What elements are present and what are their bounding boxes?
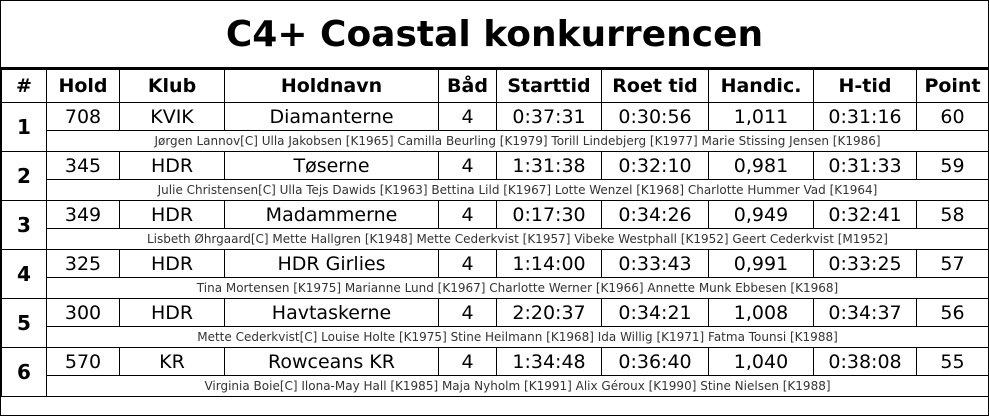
result-cell: 57 [916,249,989,278]
result-cell: 0:30:56 [601,102,709,131]
result-row: 6 570 KR Rowceans KR 4 1:34:48 0:36:40 1,040 0:3… [1,347,989,397]
result-cell: 325 [46,249,120,278]
crew-row: Jørgen Lannov[C] Ulla Jakobsen [K1965] C… [2,130,989,152]
result-cell: Havtaskerne [224,298,439,327]
result-cell: 4 [438,102,497,131]
result-cell: HDR Girlies [224,249,439,278]
result-cell: 0,981 [708,151,814,180]
result-cell: HDR [119,298,225,327]
result-cell: 0:17:30 [496,200,602,229]
crew-cell: Tina Mortensen [K1975] Marianne Lund [K1… [46,277,989,299]
result-cell: Tøserne [224,151,439,180]
result-cell: 0:32:41 [813,200,917,229]
crew-cell: Jørgen Lannov[C] Ulla Jakobsen [K1965] C… [46,130,989,152]
result-cell: HDR [119,249,225,278]
rank-cell: 2 [1,151,47,201]
result-cell: 1:14:00 [496,249,602,278]
result-cell: 0,949 [708,200,814,229]
result-cell: 345 [46,151,120,180]
crew-cell: Virginia Boie[C] Ilona-May Hall [K1985] … [46,375,989,397]
column-header: Båd [438,69,497,103]
column-header: Starttid [496,69,602,103]
result-cell: 1,011 [708,102,814,131]
result-cell: HDR [119,151,225,180]
result-cell: 56 [916,298,989,327]
result-cell: 1,040 [708,347,814,376]
column-header: Klub [119,69,225,103]
result-cell: KR [119,347,225,376]
column-header: Handic. [708,69,814,103]
result-cell: 0:34:21 [601,298,709,327]
crew-row: Mette Cederkvist[C] Louise Holte [K1975]… [2,326,989,348]
result-cell: 708 [46,102,120,131]
result-cell: 0:32:10 [601,151,709,180]
result-cell: 0:36:40 [601,347,709,376]
rank-cell: 6 [1,347,47,397]
rank-cell: 4 [1,249,47,299]
crew-row: Lisbeth Øhrgaard[C] Mette Hallgren [K194… [2,228,989,250]
result-cell: 0:33:43 [601,249,709,278]
result-row: 3 349 HDR Madammerne 4 0:17:30 0:34:26 0,949 0:3… [1,200,989,250]
column-header: # [1,69,47,103]
result-cell: HDR [119,200,225,229]
result-row: 5 300 HDR Havtaskerne 4 2:20:37 0:34:21 1,008 0:… [1,298,989,348]
result-cell: 59 [916,151,989,180]
result-cell: 0:31:16 [813,102,917,131]
crew-row: Tina Mortensen [K1975] Marianne Lund [K1… [2,277,989,299]
title: C4+ Coastal konkurrencen [1,1,988,69]
column-header: Hold [46,69,120,103]
rank-cell: 1 [1,102,47,152]
result-cell: Rowceans KR [224,347,439,376]
result-row: 2 345 HDR Tøserne 4 1:31:38 0:32:10 0,981 0:31:3… [1,151,989,201]
header-row: # Hold Klub Holdnavn Båd Starttid Roet tid Hand… [1,69,989,103]
result-cell: 349 [46,200,120,229]
table-body: 1 708 KVIK Diamanterne 4 0:37:31 0:30:56 1,011 0… [1,102,989,397]
crew-cell: Mette Cederkvist[C] Louise Holte [K1975]… [46,326,989,348]
column-header: H-tid [813,69,917,103]
crew-cell: Julie Christensen[C] Ulla Tejs Dawids [K… [46,179,989,201]
result-cell: 58 [916,200,989,229]
result-cell: 4 [438,249,497,278]
result-cell: Madammerne [224,200,439,229]
result-cell: Diamanterne [224,102,439,131]
crew-cell: Lisbeth Øhrgaard[C] Mette Hallgren [K194… [46,228,989,250]
result-cell: 60 [916,102,989,131]
crew-row: Virginia Boie[C] Ilona-May Hall [K1985] … [2,375,989,397]
column-header: Roet tid [601,69,709,103]
result-cell: 55 [916,347,989,376]
result-cell: 0:37:31 [496,102,602,131]
result-cell: 0,991 [708,249,814,278]
result-cell: 0:34:37 [813,298,917,327]
result-cell: KVIK [119,102,225,131]
result-cell: 1:34:48 [496,347,602,376]
result-cell: 0:34:26 [601,200,709,229]
result-cell: 4 [438,200,497,229]
column-header: Point [916,69,989,103]
result-cell: 1,008 [708,298,814,327]
result-cell: 2:20:37 [496,298,602,327]
result-cell: 4 [438,151,497,180]
rank-cell: 5 [1,298,47,348]
result-row: 1 708 KVIK Diamanterne 4 0:37:31 0:30:56 1,011 0… [1,102,989,152]
result-cell: 0:33:25 [813,249,917,278]
result-cell: 0:38:08 [813,347,917,376]
results-table: # Hold Klub Holdnavn Båd Starttid Roet tid Hand… [1,69,989,397]
result-cell: 300 [46,298,120,327]
result-cell: 0:31:33 [813,151,917,180]
rank-cell: 3 [1,200,47,250]
result-row: 4 325 HDR HDR Girlies 4 1:14:00 0:33:43 0,991 0:… [1,249,989,299]
result-cell: 4 [438,347,497,376]
result-cell: 570 [46,347,120,376]
result-cell: 4 [438,298,497,327]
result-cell: 1:31:38 [496,151,602,180]
column-header: Holdnavn [224,69,439,103]
crew-row: Julie Christensen[C] Ulla Tejs Dawids [K… [2,179,989,201]
